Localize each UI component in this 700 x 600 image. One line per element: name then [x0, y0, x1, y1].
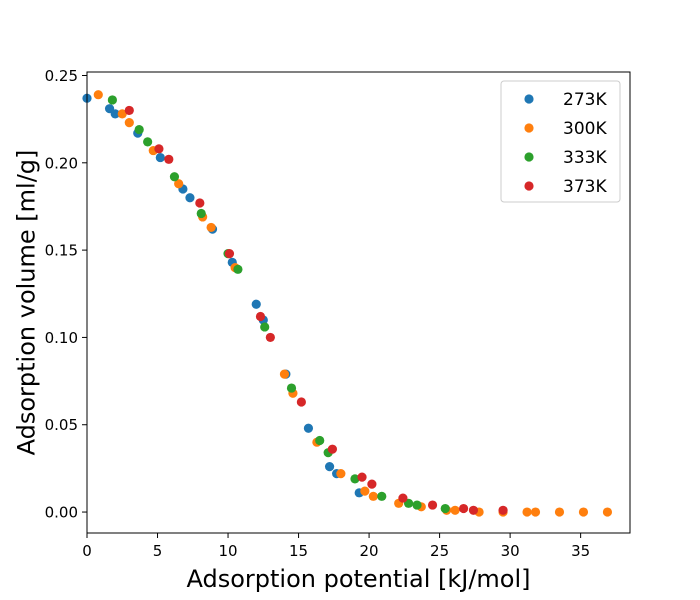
y-tick-label: 0.15: [45, 242, 78, 260]
data-point: [498, 505, 508, 515]
data-point: [303, 423, 314, 433]
x-tick-label: 15: [289, 542, 308, 560]
data-point: [522, 507, 532, 517]
data-point: [169, 172, 180, 182]
plot-area: [82, 90, 613, 517]
data-point: [324, 462, 335, 472]
series-373K: [124, 105, 508, 515]
data-point: [233, 264, 243, 274]
x-tick-label: 0: [82, 542, 92, 560]
y-tick-label: 0.05: [45, 416, 78, 434]
data-point: [164, 154, 174, 164]
data-point: [124, 105, 134, 116]
y-tick-label: 0.25: [45, 67, 78, 85]
legend: 273K 300K 333K 373K: [500, 80, 621, 203]
data-point: [110, 109, 120, 119]
legend-box: [500, 80, 621, 203]
legend-label: 333K: [563, 148, 607, 168]
legend-label: 273K: [563, 90, 607, 110]
data-point: [196, 208, 206, 219]
data-point: [224, 249, 235, 259]
y-axis-title: Adsorption volume [ml/g]: [12, 150, 40, 456]
data-point: [296, 397, 306, 407]
legend-label: 300K: [563, 119, 607, 139]
data-point: [124, 118, 134, 128]
data-point: [286, 383, 297, 393]
y-tick-label: 0.10: [45, 329, 78, 347]
data-point: [368, 491, 378, 501]
data-point: [367, 479, 377, 489]
data-point: [265, 332, 275, 343]
data-point: [412, 500, 422, 510]
data-point: [195, 198, 205, 208]
plot-frame: [86, 71, 631, 534]
data-point: [468, 505, 479, 515]
data-point: [174, 179, 184, 189]
legend-marker: [524, 123, 534, 133]
x-axis-title: Adsorption potential [kJ/mol]: [186, 565, 530, 593]
data-point: [360, 486, 370, 496]
data-point: [154, 144, 164, 154]
x-tick-label: 30: [501, 542, 520, 560]
x-tick-label: 5: [153, 542, 163, 560]
data-point: [377, 491, 387, 501]
legend-item: 373K: [524, 177, 607, 197]
data-point: [440, 503, 450, 514]
axis-ticks: 0 5 10 15 20 25 30 35 0.00 0.05 0.10 0.15 0.20 0.25: [45, 67, 591, 560]
data-point: [530, 507, 541, 517]
data-point: [398, 493, 408, 503]
data-point: [93, 90, 103, 100]
y-tick-label: 0.20: [45, 154, 78, 172]
data-point: [185, 193, 195, 203]
data-point: [602, 507, 613, 517]
data-point: [134, 125, 144, 135]
data-point: [554, 507, 565, 517]
data-point: [251, 299, 261, 309]
data-point: [260, 322, 270, 332]
data-point: [450, 505, 460, 515]
data-point: [255, 311, 266, 322]
data-point: [327, 444, 338, 454]
data-point: [279, 369, 290, 379]
data-point: [458, 503, 469, 514]
data-point: [350, 474, 360, 484]
x-tick-label: 20: [360, 542, 379, 560]
data-point: [117, 109, 127, 119]
legend-marker: [524, 181, 534, 191]
legend-item: 333K: [524, 148, 607, 168]
y-tick-label: 0.00: [45, 504, 78, 522]
x-tick-label: 35: [571, 542, 590, 560]
x-tick-label: 25: [430, 542, 449, 560]
legend-marker: [524, 152, 534, 162]
data-point: [155, 152, 165, 163]
legend-label: 373K: [563, 177, 607, 197]
data-point: [336, 469, 346, 479]
legend-marker: [524, 94, 534, 104]
data-point: [427, 500, 438, 510]
data-point: [357, 472, 367, 482]
legend-item: 300K: [524, 119, 607, 139]
data-point: [206, 222, 216, 233]
data-point: [315, 435, 325, 446]
data-point: [578, 507, 589, 517]
data-point: [143, 137, 153, 147]
data-point: [107, 95, 117, 105]
x-tick-label: 10: [218, 542, 237, 560]
legend-item: 273K: [524, 90, 607, 110]
